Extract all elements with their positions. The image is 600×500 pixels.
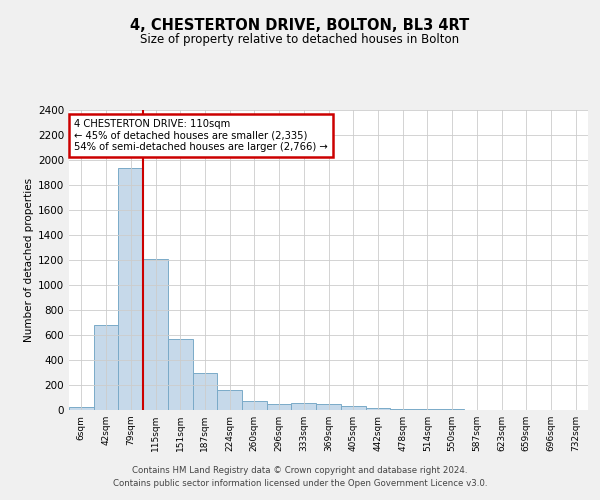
Bar	[316, 404, 341, 410]
Bar	[69, 407, 94, 410]
Bar	[118, 168, 143, 410]
Bar	[390, 409, 415, 410]
Bar	[242, 401, 267, 410]
Text: Contains HM Land Registry data © Crown copyright and database right 2024.
Contai: Contains HM Land Registry data © Crown c…	[113, 466, 487, 487]
Bar	[365, 408, 390, 410]
Bar	[267, 404, 292, 410]
Bar	[94, 325, 118, 410]
Text: 4, CHESTERTON DRIVE, BOLTON, BL3 4RT: 4, CHESTERTON DRIVE, BOLTON, BL3 4RT	[130, 18, 470, 32]
Y-axis label: Number of detached properties: Number of detached properties	[24, 178, 34, 342]
Bar	[168, 339, 193, 410]
Text: 4 CHESTERTON DRIVE: 110sqm
← 45% of detached houses are smaller (2,335)
54% of s: 4 CHESTERTON DRIVE: 110sqm ← 45% of deta…	[74, 119, 328, 152]
Bar	[193, 372, 217, 410]
Bar	[217, 390, 242, 410]
Bar	[143, 259, 168, 410]
Bar	[341, 406, 365, 410]
Bar	[292, 403, 316, 410]
Text: Size of property relative to detached houses in Bolton: Size of property relative to detached ho…	[140, 32, 460, 46]
